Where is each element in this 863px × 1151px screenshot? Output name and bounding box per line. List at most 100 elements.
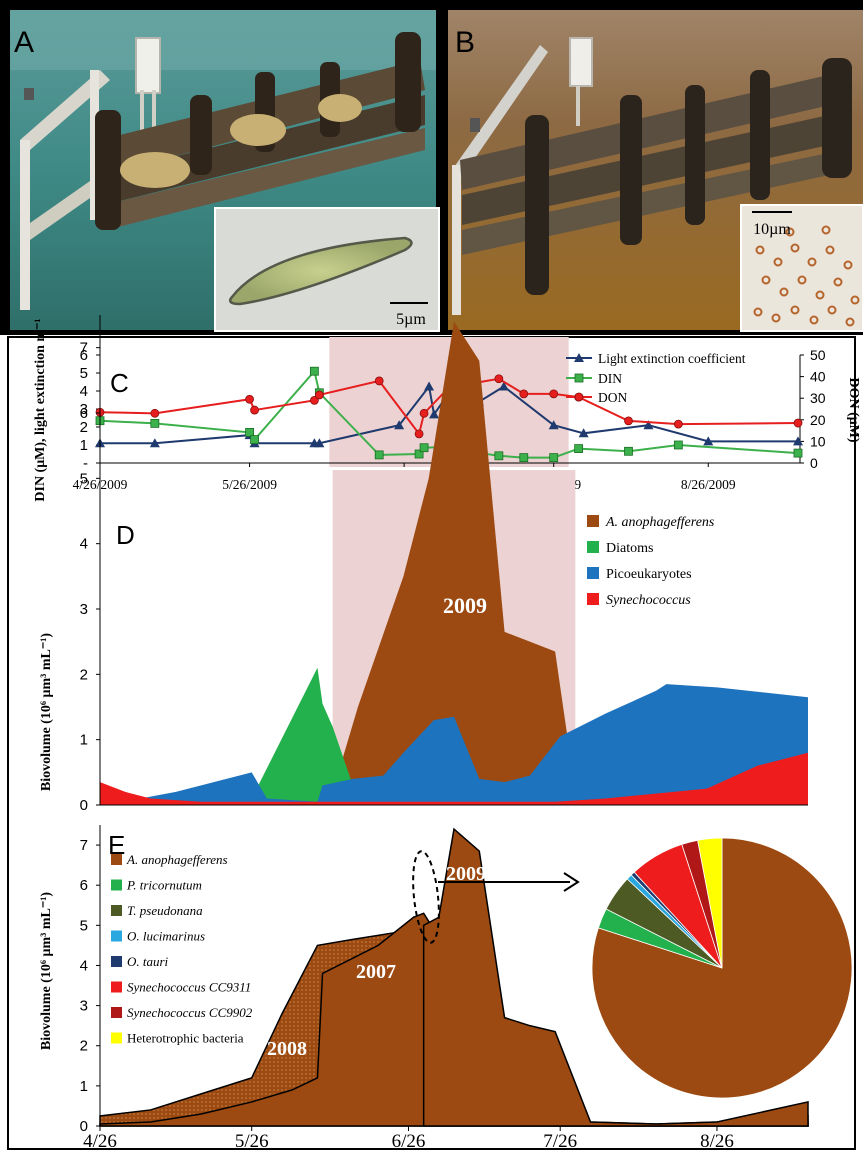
panel-d-annotation-2009: 2009: [443, 593, 487, 618]
panel-d-area-3: [100, 752, 808, 805]
panel-c-point: [494, 451, 504, 461]
panel-d-area-0: [332, 321, 576, 805]
panel-c-point: [245, 394, 254, 404]
panel-d-ytick-label: 4: [80, 536, 88, 553]
panel-c-point: [309, 395, 319, 405]
panel-c-point: [314, 438, 325, 448]
panel-c-point: [624, 446, 633, 456]
panel-e-ytick-label: 2: [80, 1038, 88, 1055]
panel-c-point: [793, 436, 803, 446]
panel-b-label: B: [455, 26, 475, 59]
panel-d-legend-swatch: [587, 541, 599, 553]
panel-e-annotation-2008: 2008: [267, 1038, 307, 1060]
legend-don: DON: [598, 390, 627, 405]
panel-c-point: [250, 405, 259, 415]
panel-e-xtick-label: 7/26: [543, 1131, 577, 1151]
panel-e-xtick-label: 5/26: [235, 1131, 269, 1151]
legend-din: DIN: [598, 371, 622, 386]
panel-c-point: [624, 416, 633, 426]
panel-d-ytick-label: 2: [80, 666, 88, 683]
panel-d-legend-label: Synechococcus: [606, 593, 691, 608]
panel-c-ytick-label: -: [83, 455, 88, 472]
panel-c-ytick-label: 3: [80, 401, 88, 418]
legend-marker-circle: [574, 392, 584, 402]
panel-c-point: [424, 381, 435, 391]
panel-e-area-2009: [422, 827, 809, 1127]
panel-c-y2tick-label: 30: [810, 390, 826, 406]
panel-d-area-2: [100, 684, 808, 805]
panel-d-label: D: [116, 520, 135, 550]
legend-marker-triangle: [574, 353, 584, 362]
panel-c-y2tick-label: 10: [810, 433, 826, 449]
panel-d-ytick-label: 7: [80, 340, 88, 357]
panel-d-area-1: [251, 667, 353, 805]
panel-c-y2label: DON (μM): [846, 377, 861, 442]
panel-e-legend-label: A. anophagefferens: [126, 852, 228, 867]
panel-d-ytick-label: 0: [80, 797, 88, 814]
panel-e-xtick-label: 8/26: [700, 1131, 734, 1151]
panel-c-point: [643, 420, 654, 430]
panel-e-legend-swatch: [111, 854, 122, 865]
panel-c-point: [250, 435, 259, 445]
panel-c-point: [494, 374, 504, 384]
panel-c-point: [419, 408, 429, 418]
panel-e-legend-swatch: [111, 879, 122, 891]
panel-e-xtick-label: 4/26: [83, 1131, 117, 1151]
panel-e-legend-label: T. pseudonana: [127, 903, 203, 918]
panel-c-point: [245, 427, 254, 437]
panel-c-legend: Light extinction coefficient DIN DON: [566, 351, 746, 405]
panel-c-y2tick-label: 50: [810, 347, 826, 363]
panel-e-legend-label: Synechococcus CC9311: [127, 980, 251, 995]
panel-e-annotation-2007: 2007: [356, 961, 396, 983]
panel-e-legend-label: Synechococcus CC9902: [127, 1005, 253, 1020]
panel-c-point: [149, 438, 160, 448]
legend-light: Light extinction coefficient: [598, 351, 746, 366]
panel-e-ytick-label: 7: [80, 837, 88, 854]
panel-c-point: [414, 429, 424, 439]
panel-c-point: [548, 420, 559, 430]
legend-marker-square: [574, 373, 584, 383]
panel-d-ylabel: Biovolume (10⁶ μm³ mL⁻¹): [39, 633, 54, 792]
panel-e-legend-swatch: [111, 930, 122, 942]
panel-c-point: [414, 449, 424, 459]
arrow-head: [563, 872, 580, 892]
inset-pie: [591, 837, 853, 1099]
panel-c-ytick-label: 5: [80, 365, 88, 382]
panel-d-legend-swatch: [587, 593, 599, 605]
panel-a-label: A: [14, 26, 34, 59]
panel-b-scale-label: 10µm: [753, 221, 791, 238]
panel-c-point: [549, 389, 559, 399]
panel-c-point: [419, 443, 429, 453]
panel-c-point: [429, 409, 440, 419]
panel-e-legend-swatch: [111, 1032, 122, 1044]
panel-c-xtick-label: 5/26/2009: [222, 477, 277, 492]
panel-e-legend: A. anophagefferens P. tricornutum T. pseud…: [111, 852, 253, 1046]
panel-c-point: [374, 450, 384, 460]
panel-e-legend-label: O. lucimarinus: [127, 929, 205, 944]
panel-e-ytick-label: 5: [80, 917, 88, 934]
panel-c-y2tick-label: 40: [810, 369, 826, 385]
panel-c-point: [519, 453, 529, 463]
panel-d-ytick-label: 1: [80, 732, 88, 749]
panel-c-point: [703, 436, 714, 446]
panel-c-xtick-label: 8/26/2009: [681, 477, 736, 492]
panel-d-ytick-label: 6: [80, 405, 88, 422]
panel-c-point: [549, 453, 559, 463]
panel-d-legend-swatch: [587, 567, 599, 579]
panel-e-legend-label: O. tauri: [127, 954, 169, 969]
panel-c-ytick-label: 1: [80, 437, 88, 454]
panel-d-legend-label: Picoeukaryotes: [606, 567, 692, 582]
panel-c-point: [793, 448, 803, 458]
panel-c-y2tick-label: 20: [810, 412, 826, 428]
panel-e-legend-label: Heterotrophic bacteria: [127, 1031, 244, 1046]
panel-c-point: [374, 376, 384, 386]
panel-c-point: [150, 408, 160, 418]
panel-b-photo: 10µm B: [441, 0, 863, 335]
panel-d-legend-label: A. anophagefferens: [605, 515, 715, 530]
panel-a-scale-label: 5µm: [396, 311, 426, 328]
panel-c-ytick-label: 6: [80, 347, 88, 364]
panel-d-legend: A. anophagefferens Diatoms Picoeukaryotes S…: [587, 515, 715, 608]
